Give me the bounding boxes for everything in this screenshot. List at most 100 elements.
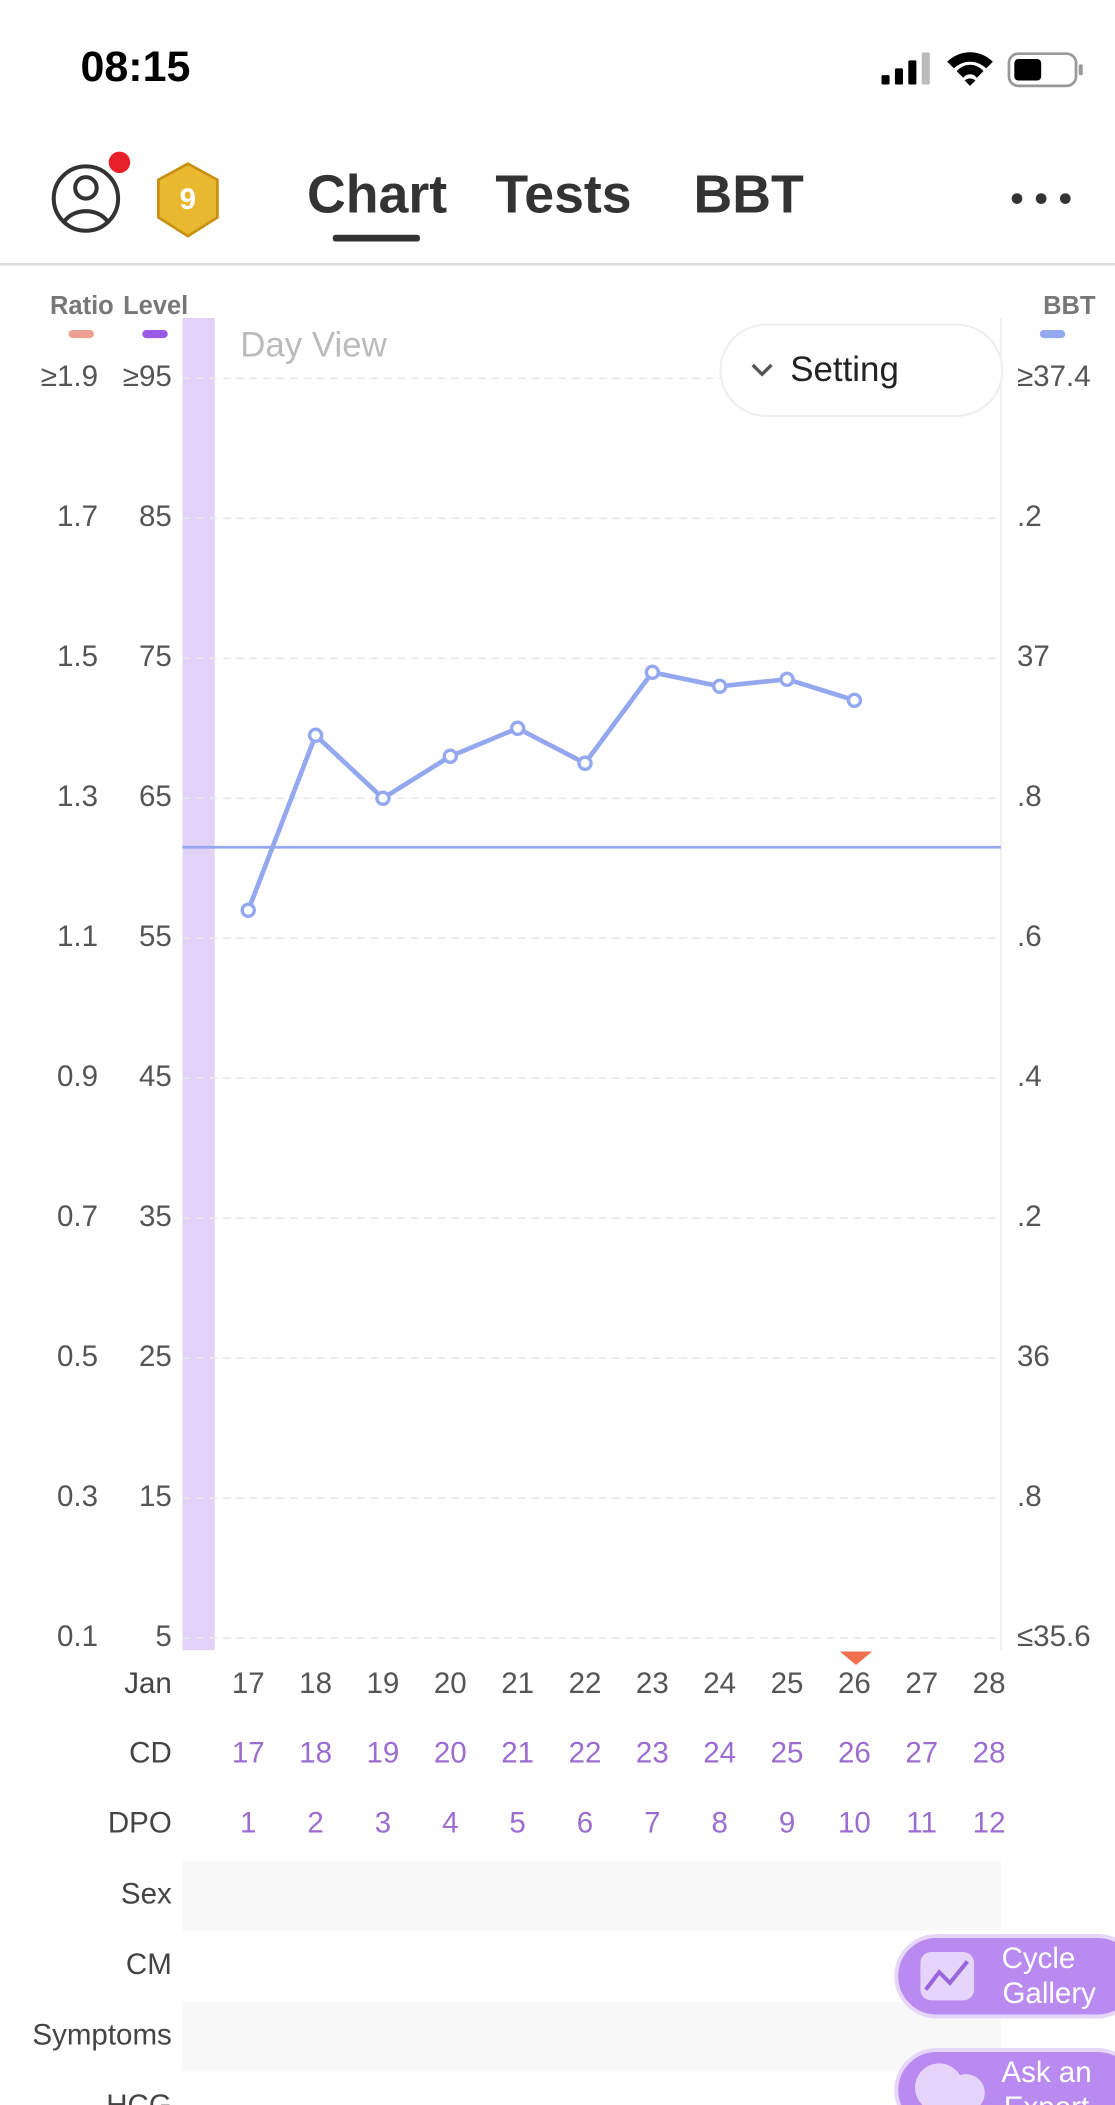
button-text: Ask an (1001, 2056, 1091, 2089)
cd-value: 21 (501, 1737, 534, 1770)
row-label: Symptoms (32, 2018, 171, 2051)
cd-value: 23 (636, 1737, 669, 1770)
dpo-value: 12 (973, 1806, 1006, 1839)
legend-swatch (1039, 330, 1066, 339)
dpo-value: 4 (442, 1806, 458, 1839)
dpo-value: 2 (307, 1806, 323, 1839)
bbt-point (240, 902, 256, 918)
cd-value: 28 (973, 1737, 1006, 1770)
x-tick-label: 21 (501, 1667, 534, 1700)
y-tick-label: 35 (139, 1200, 172, 1233)
y-axis-label: Level (123, 292, 188, 320)
x-tick-label: 17 (232, 1667, 265, 1700)
status-time: 08:15 (81, 43, 191, 91)
y-tick-label: 1.1 (57, 920, 98, 953)
bbt-point (307, 727, 324, 743)
x-tick-label: 22 (569, 1667, 602, 1700)
y-tick-label: 0.5 (57, 1340, 98, 1373)
bbt-point (509, 720, 526, 736)
tab-indicator (332, 234, 420, 242)
bbt-point (375, 790, 391, 806)
y-tick-label: 0.3 (57, 1480, 98, 1513)
marker-triangle (839, 1651, 873, 1665)
level-badge[interactable]: 9 (157, 162, 219, 238)
plot (182, 377, 1001, 2072)
cd-value: 19 (367, 1737, 400, 1770)
setting-button[interactable]: Setting (719, 323, 1004, 417)
y-tick-label: 5 (155, 1620, 171, 1653)
cd-value: 24 (703, 1737, 736, 1770)
row-label: Sex (121, 1878, 172, 1911)
x-tick-label: 24 (703, 1667, 736, 1700)
bbt-point (711, 678, 728, 694)
y-tick-label: 65 (139, 780, 172, 813)
profile-icon[interactable] (51, 151, 131, 233)
y2-tick-label: 37 (1017, 640, 1050, 673)
dpo-value: 1 (240, 1806, 256, 1839)
x-tick-label: 25 (771, 1667, 804, 1700)
cd-value: 17 (232, 1737, 265, 1770)
bbt-line (246, 669, 856, 912)
row-label: DPO (108, 1806, 172, 1839)
bbt-point (846, 692, 863, 708)
tab[interactable]: Tests (495, 165, 631, 225)
y-tick-label: 15 (139, 1480, 172, 1513)
y2-axis-label: BBT (1043, 292, 1096, 320)
dpo-value: 7 (644, 1806, 660, 1839)
bbt-point (644, 664, 661, 680)
cd-value: 27 (905, 1737, 938, 1770)
setting-text: Setting (790, 350, 899, 389)
x-tick-label: 19 (367, 1667, 400, 1700)
dpo-value: 3 (375, 1806, 391, 1839)
button-text: Expert (1004, 2091, 1089, 2105)
y-tick-label: 25 (139, 1340, 172, 1373)
row-label: Jan (124, 1667, 172, 1700)
y-tick-label: ≥95 (123, 360, 172, 393)
y2-tick-label: .4 (1017, 1060, 1042, 1093)
cd-value: 20 (434, 1737, 467, 1770)
y2-tick-label: 36 (1017, 1340, 1050, 1373)
y-tick-label: 45 (139, 1060, 172, 1093)
x-tick-label: 28 (973, 1667, 1006, 1700)
x-tick-label: 18 (299, 1667, 332, 1700)
cycle-gallery-button[interactable]: Cycle Gallery (894, 1933, 1115, 2019)
badge-number: 9 (180, 183, 196, 216)
dpo-value: 9 (779, 1806, 795, 1839)
button-text: Gallery (1002, 1977, 1096, 2010)
status-icons (881, 52, 1083, 88)
y-tick-label: 55 (139, 920, 172, 953)
dpo-value: 11 (906, 1806, 937, 1839)
view-label: Day View (240, 326, 387, 365)
period-band (182, 317, 215, 1651)
ask-expert-button[interactable]: Ask an Expert (894, 2047, 1115, 2105)
bbt-point (779, 671, 795, 687)
row-label: CM (126, 1948, 172, 1981)
cd-value: 18 (299, 1737, 332, 1770)
y-tick-label: 85 (139, 500, 172, 533)
dpo-value: 8 (711, 1806, 727, 1839)
tab[interactable]: BBT (694, 165, 804, 225)
dpo-value: 10 (838, 1806, 871, 1839)
row-band (182, 2001, 1001, 2072)
x-tick-label: 23 (636, 1667, 669, 1700)
y2-tick-label: .8 (1017, 780, 1042, 813)
row-band (182, 1860, 1001, 1931)
tab[interactable]: Chart (307, 165, 447, 225)
dpo-value: 5 (509, 1806, 525, 1839)
cd-value: 26 (838, 1737, 871, 1770)
y-tick-label: 75 (139, 640, 172, 673)
dpo-value: 6 (577, 1806, 593, 1839)
x-tick-label: 27 (905, 1667, 938, 1700)
y2-tick-label: .6 (1017, 920, 1042, 953)
cd-value: 25 (771, 1737, 804, 1770)
more-menu[interactable] (1011, 193, 1071, 204)
row-label: HCG (106, 2089, 172, 2105)
y2-tick-label: .2 (1017, 500, 1042, 533)
y-axis-label: Ratio (50, 292, 114, 320)
y-tick-label: 0.9 (57, 1060, 98, 1093)
bbt-point (577, 755, 593, 771)
y-tick-label: 1.7 (57, 500, 98, 533)
legend-swatch (142, 330, 168, 339)
